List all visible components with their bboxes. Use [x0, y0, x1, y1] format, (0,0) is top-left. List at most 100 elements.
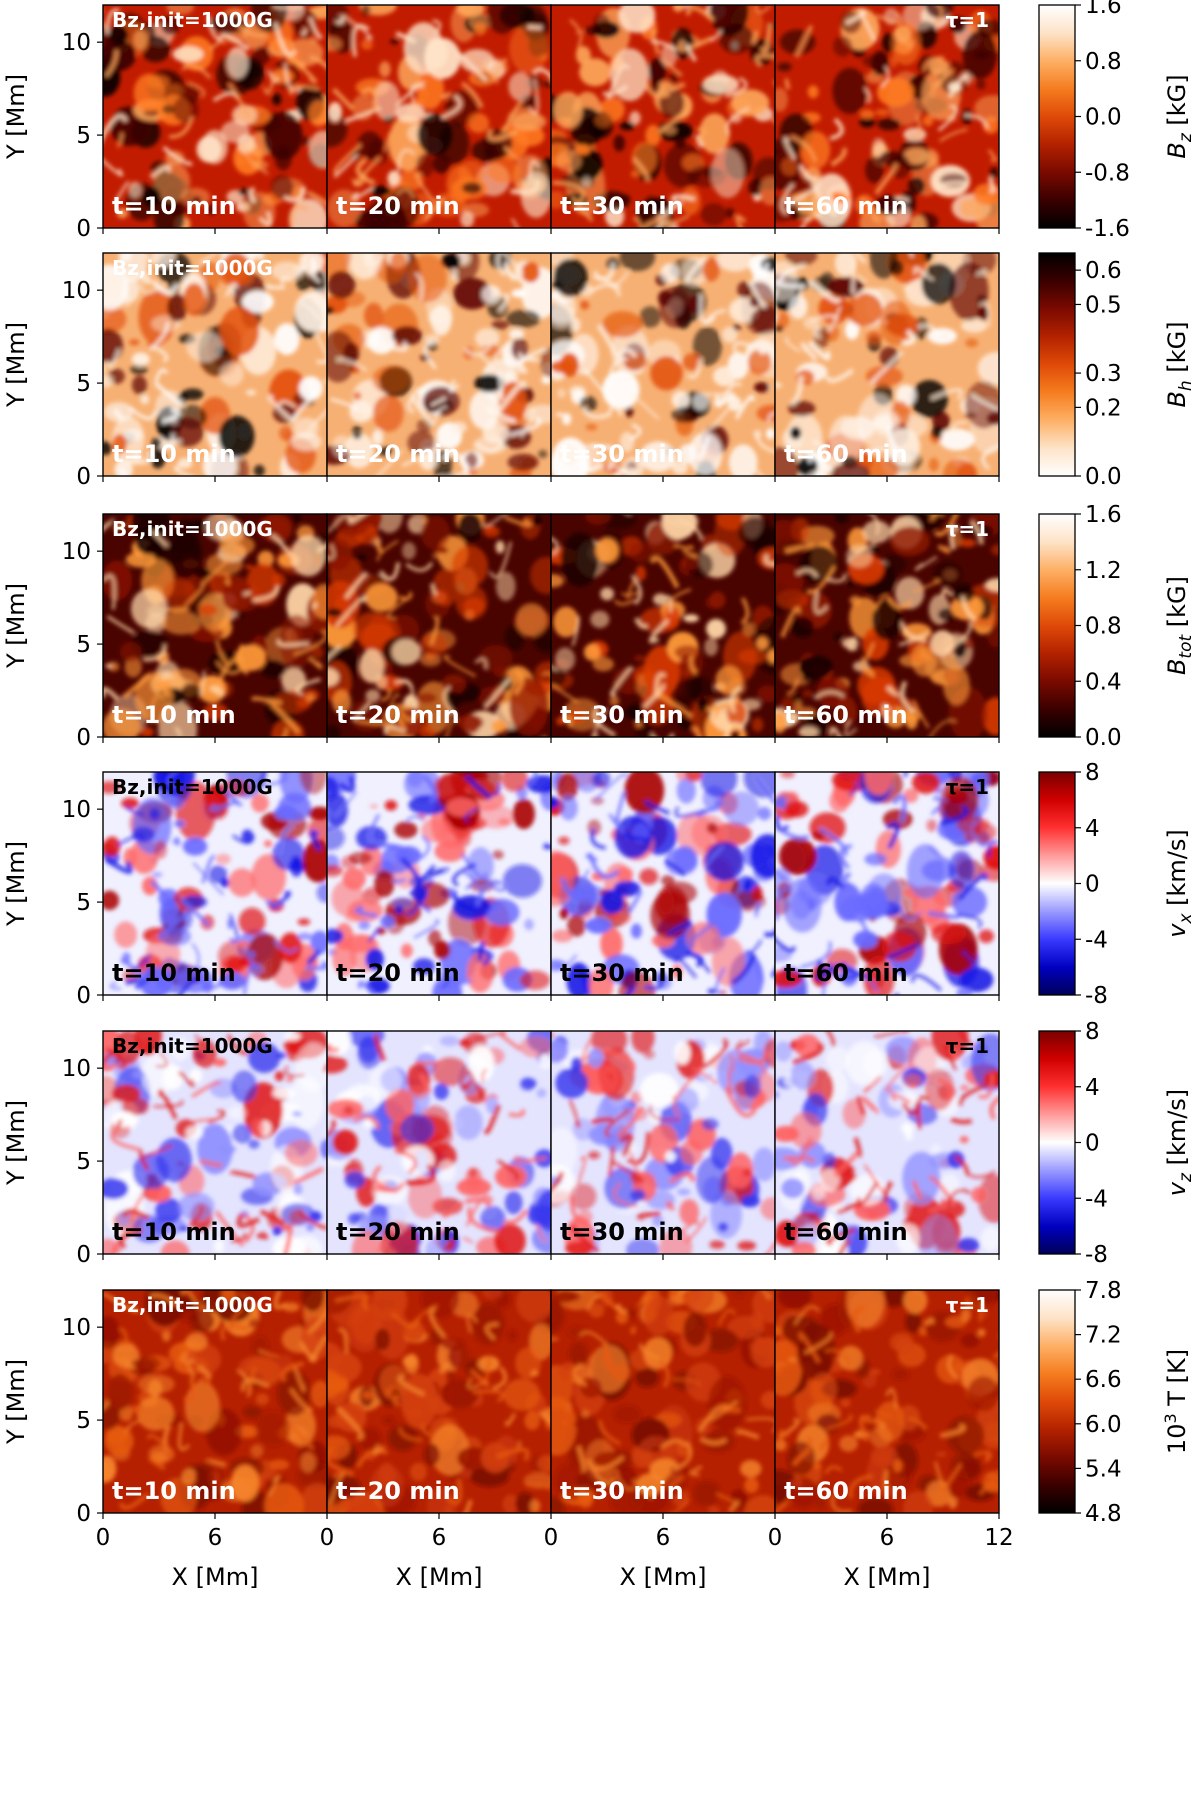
- panel-vz-4: [775, 1031, 999, 1254]
- row-vx: Bz,init=1000G t=10 min t=20 min t=30 min τ=1…: [2, 760, 1196, 1009]
- y-tick-label: 10: [62, 278, 91, 304]
- panel-vx-1: [103, 772, 327, 995]
- field-texture: [551, 1031, 775, 1254]
- x-axis-label: X [Mm]: [172, 1563, 259, 1591]
- time-label: t=60 min: [784, 1218, 908, 1246]
- colorbar-tick-label: 0.2: [1085, 395, 1122, 421]
- x-tick-label: 6: [880, 1525, 895, 1551]
- colorbar-label: Bz [kG]: [1163, 74, 1196, 158]
- field-texture: [551, 772, 775, 995]
- colorbar-label: 103 T [K]: [1161, 1349, 1191, 1454]
- field-texture: [775, 1290, 999, 1513]
- field-texture: [551, 5, 775, 228]
- colorbar-tick-label: -8: [1085, 1242, 1108, 1268]
- field-texture: [103, 514, 327, 737]
- colorbar-tick-label: -8: [1085, 983, 1108, 1009]
- colorbar-tick-label: 6.0: [1085, 1412, 1122, 1438]
- y-tick-label: 5: [76, 890, 91, 916]
- panel-Bz-4: [775, 5, 999, 228]
- x-tick-label: 12: [984, 1525, 1013, 1551]
- colorbar-vz: 8 4 0 -4 -8 vz [km/s]: [1038, 1019, 1196, 1268]
- time-label: t=30 min: [560, 1218, 684, 1246]
- field-texture: [327, 5, 551, 228]
- y-tick-label: 5: [76, 123, 91, 149]
- field-texture: [327, 1290, 551, 1513]
- y-tick-label: 10: [62, 1315, 91, 1341]
- y-tick-label: 0: [76, 725, 91, 751]
- y-axis-label: Y [Mm]: [2, 74, 30, 160]
- x-tick-label: 0: [320, 1525, 335, 1551]
- panel-Bz-2: [327, 5, 551, 228]
- time-label: t=10 min: [112, 1477, 236, 1505]
- panel-T-2: [327, 1290, 551, 1513]
- colorbar-label: Btot [kG]: [1163, 576, 1196, 675]
- panel-Bh-3: [551, 253, 775, 476]
- field-texture: [103, 253, 327, 476]
- colorbar-tick-label: -0.8: [1085, 160, 1130, 186]
- y-tick-label: 10: [62, 1056, 91, 1082]
- y-tick-label: 5: [76, 1408, 91, 1434]
- time-label: t=60 min: [784, 701, 908, 729]
- colorbar-gradient: [1038, 4, 1076, 229]
- init-label: Bz,init=1000G: [112, 1034, 273, 1058]
- time-label: t=20 min: [336, 192, 460, 220]
- panel-Bh-2: [327, 253, 551, 476]
- colorbar-tick-label: -4: [1085, 1186, 1108, 1212]
- colorbar-tick-label: 0.3: [1085, 361, 1122, 387]
- y-tick-label: 10: [62, 30, 91, 56]
- colorbar-tick-label: 1.2: [1085, 558, 1122, 584]
- x-axis-label: X [Mm]: [396, 1563, 483, 1591]
- panel-vz-2: [327, 1031, 551, 1254]
- init-label: Bz,init=1000G: [112, 8, 273, 32]
- time-label: t=10 min: [112, 192, 236, 220]
- colorbar-gradient: [1038, 1289, 1076, 1514]
- panel-Btot-3: [551, 514, 775, 737]
- colorbar-tick-label: 0.0: [1085, 105, 1122, 131]
- row-Btot: Bz,init=1000G t=10 min t=20 min t=30 min τ=1…: [2, 502, 1196, 751]
- field-texture: [327, 514, 551, 737]
- colorbar-vx: 8 4 0 -4 -8 vx [km/s]: [1038, 760, 1196, 1009]
- x-tick-label: 0: [96, 1525, 111, 1551]
- x-tick-label: 0: [544, 1525, 559, 1551]
- y-axis-label: Y [Mm]: [2, 1100, 30, 1186]
- colorbar-tick-label: 8: [1085, 760, 1100, 786]
- colorbar-gradient: [1038, 252, 1076, 477]
- panel-Bh-1: [103, 253, 327, 476]
- colorbar-Btot: 1.6 1.2 0.8 0.4 0.0 Btot [kG]: [1038, 502, 1196, 751]
- y-tick-label: 10: [62, 539, 91, 565]
- tau-label: τ=1: [946, 1034, 989, 1058]
- y-tick-label: 5: [76, 632, 91, 658]
- field-texture: [103, 1290, 327, 1513]
- time-label: t=20 min: [336, 1477, 460, 1505]
- colorbar-tick-label: 0.4: [1085, 669, 1122, 695]
- y-tick-label: 10: [62, 797, 91, 823]
- time-label: t=30 min: [560, 701, 684, 729]
- panel-Bz-3: [551, 5, 775, 228]
- y-tick-label: 0: [76, 1501, 91, 1527]
- panel-Bz-1: [103, 5, 327, 228]
- x-tick-label: 0: [768, 1525, 783, 1551]
- time-label: t=10 min: [112, 959, 236, 987]
- y-axis-label: Y [Mm]: [2, 583, 30, 669]
- field-texture: [103, 772, 327, 995]
- colorbar-Bz: 1.6 0.8 0.0 -0.8 -1.6 Bz [kG]: [1038, 0, 1196, 242]
- colorbar-tick-label: 0: [1085, 1131, 1100, 1157]
- panel-T-4: [775, 1290, 999, 1513]
- tau-label: τ=1: [946, 1293, 989, 1317]
- colorbar-gradient: [1038, 1030, 1076, 1255]
- panel-Btot-1: [103, 514, 327, 737]
- y-tick-label: 0: [76, 464, 91, 490]
- colorbar-T: 7.8 7.2 6.6 6.0 5.4 4.8 103 T [K]: [1038, 1278, 1191, 1527]
- field-texture: [103, 1031, 327, 1254]
- row-Bz: Bz,init=1000G t=10 min t=20 min t=30 min τ=1…: [2, 0, 1196, 242]
- panel-T-3: [551, 1290, 775, 1513]
- row-T: Bz,init=1000G t=10 min t=20 min t=30 min τ=1…: [2, 1278, 1191, 1527]
- colorbar-label: vz [km/s]: [1163, 1089, 1196, 1196]
- field-texture: [551, 514, 775, 737]
- colorbar-tick-label: 7.8: [1085, 1278, 1122, 1304]
- colorbar-tick-label: 0.8: [1085, 49, 1122, 75]
- colorbar-tick-label: 4.8: [1085, 1501, 1122, 1527]
- colorbar-tick-label: 0.0: [1085, 464, 1122, 490]
- panel-Btot-2: [327, 514, 551, 737]
